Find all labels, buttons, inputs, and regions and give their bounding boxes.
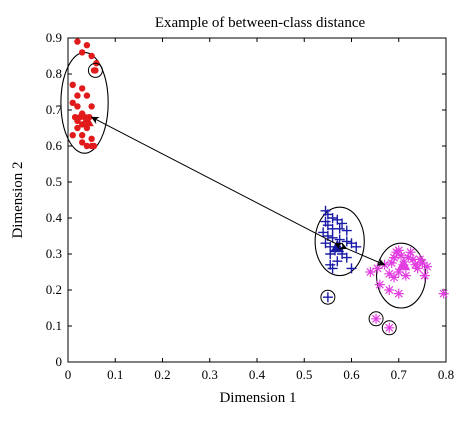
data-point: [69, 99, 76, 107]
data-point: [88, 52, 95, 60]
class-center-marker: [80, 113, 94, 127]
data-point: [386, 258, 397, 268]
data-point: [393, 288, 404, 299]
data-point: [384, 322, 395, 333]
data-point: [327, 232, 338, 243]
data-point: [341, 236, 352, 247]
data-point: [83, 92, 91, 99]
data-point: [407, 254, 418, 265]
data-point: [74, 124, 81, 132]
y-tick-label: 0: [56, 354, 63, 369]
data-point: [396, 250, 407, 261]
data-point: [74, 38, 81, 45]
data-point: [403, 252, 414, 263]
data-point: [412, 263, 423, 274]
data-point: [389, 252, 400, 263]
data-point: [365, 267, 376, 277]
data-point: [417, 258, 428, 268]
data-point: [78, 85, 86, 92]
data-point: [78, 139, 86, 146]
y-tick-label: 0.7: [46, 102, 63, 117]
distance-arrow: [338, 242, 386, 266]
data-point: [88, 135, 95, 142]
plot-area: 0 0.1 0.2 0.3 0.4 0.5 0.6 0.7 0.8 0 0.1 0.2 0.3 0.4 0.…: [46, 30, 454, 382]
y-tick-label: 0.8: [46, 66, 62, 81]
y-tick-label: 0.3: [46, 246, 62, 261]
data-point: [400, 270, 411, 281]
data-point: [69, 132, 76, 139]
x-axis-label: Dimension 1: [219, 390, 296, 406]
data-point: [92, 67, 99, 74]
data-point: [69, 81, 76, 89]
data-point: [374, 279, 385, 290]
data-point: [415, 254, 426, 265]
data-point: [88, 103, 95, 110]
data-point: [322, 292, 333, 303]
data-point: [372, 263, 383, 274]
data-point: [438, 288, 449, 299]
distance-arrow: [90, 116, 344, 251]
data-point: [393, 245, 404, 256]
data-point: [78, 132, 86, 139]
data-point: [405, 247, 416, 258]
x-tick-label: 0.1: [107, 367, 123, 382]
x-tick-label: 0.7: [391, 367, 408, 382]
outlier-circle: [87, 62, 103, 78]
data-point: [410, 259, 421, 270]
data-point: [419, 270, 430, 281]
data-point: [346, 263, 357, 274]
class-center-marker: [396, 257, 411, 271]
data-point: [83, 124, 91, 132]
chart-title: Example of between-class distance: [155, 15, 366, 31]
axes-frame: [67, 37, 447, 363]
data-point: [325, 249, 336, 259]
x-tick-label: 0.4: [249, 367, 266, 382]
data-point: [334, 223, 345, 234]
y-tick-label: 0.2: [46, 282, 62, 297]
x-tick-label: 0.2: [154, 367, 170, 382]
data-point: [78, 49, 86, 56]
x-tick-label: 0.6: [343, 367, 360, 382]
data-point: [74, 117, 81, 125]
y-axis-label: Dimension 2: [10, 161, 26, 238]
y-tick-label: 0.9: [46, 30, 62, 45]
y-tick-label: 0.6: [46, 138, 63, 153]
data-point: [393, 267, 404, 277]
data-point: [83, 42, 91, 49]
data-point: [389, 272, 400, 283]
x-tick-label: 0.8: [438, 367, 454, 382]
data-point: [74, 92, 81, 99]
data-point: [371, 313, 382, 324]
data-point: [384, 268, 395, 279]
data-point: [384, 285, 395, 295]
x-tick-label: 0.3: [202, 367, 218, 382]
y-tick-label: 0.4: [46, 210, 63, 225]
x-tick-label: 0: [65, 367, 72, 382]
data-point: [422, 261, 433, 272]
data-point: [327, 263, 338, 274]
outlier-circle: [320, 289, 336, 305]
outlier-circle: [368, 311, 384, 327]
y-tick-label: 0.5: [46, 174, 62, 189]
x-tick-label: 0.5: [296, 367, 312, 382]
outlier-circle: [381, 320, 397, 336]
data-point: [74, 103, 81, 110]
data-point: [90, 142, 98, 150]
y-tick-label: 0.1: [46, 318, 62, 333]
data-point: [341, 225, 352, 236]
data-point: [83, 142, 91, 150]
